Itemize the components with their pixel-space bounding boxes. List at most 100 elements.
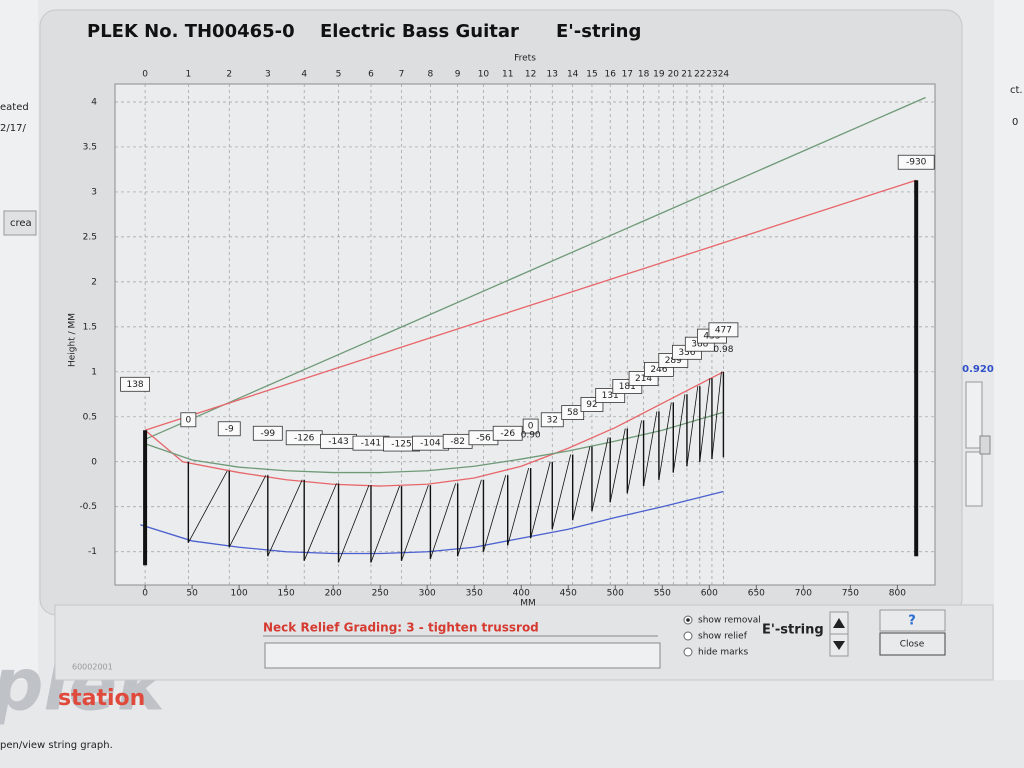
- fret-tick-label: 5: [336, 70, 342, 80]
- removal-label: 246: [650, 365, 667, 375]
- removal-label: 477: [715, 325, 732, 335]
- annotation: 0.98: [713, 345, 733, 355]
- removal-label-box: [492, 425, 523, 441]
- removal-label-box: [217, 421, 241, 437]
- fret-link: [686, 386, 699, 467]
- fret-link: [711, 371, 722, 460]
- x-tick-label: 50: [186, 589, 198, 599]
- fret-tick-label: 1: [185, 70, 191, 80]
- x-tick-label: 150: [278, 589, 295, 599]
- message-box: [264, 642, 661, 669]
- fret-tick-label: 13: [547, 70, 558, 80]
- fret-tick-label: 12: [525, 70, 536, 80]
- top-axis-title: Frets: [514, 54, 536, 64]
- fret-tick-label: 24: [718, 70, 730, 80]
- fret-tick-label: 8: [428, 70, 434, 80]
- code-text: 60002001: [72, 663, 113, 672]
- fret-link: [609, 428, 626, 503]
- back-window-right: [994, 0, 1024, 680]
- x-axis-title: MM: [520, 599, 536, 609]
- x-tick-label: 100: [231, 589, 248, 599]
- x-tick-label: 650: [748, 589, 765, 599]
- back-window-left: [0, 0, 38, 680]
- slider-value: 0.920: [962, 364, 994, 375]
- fret-link: [699, 378, 711, 462]
- back-text: eated: [0, 102, 29, 113]
- y-tick-label: 4: [91, 97, 97, 107]
- fret-tick-label: 3: [265, 70, 271, 80]
- close-button[interactable]: [879, 632, 946, 656]
- fret-tick-label: 21: [681, 70, 692, 80]
- fret-tick-label: 7: [399, 70, 405, 80]
- fret-link: [457, 479, 482, 557]
- nut-label-box: [120, 376, 150, 392]
- fret-link: [430, 483, 457, 560]
- x-tick-label: 200: [325, 589, 342, 599]
- fret-tick-label: 6: [368, 70, 374, 80]
- fret-tick-label: 18: [638, 70, 650, 80]
- removal-label: -143: [328, 437, 348, 447]
- radio[interactable]: [683, 647, 693, 657]
- y-tick-label: 1: [91, 367, 97, 377]
- window-title: Electric Bass Guitar: [320, 21, 519, 42]
- removal-label: -99: [260, 429, 275, 439]
- slider-track[interactable]: [965, 451, 983, 507]
- radio-dot: [686, 618, 690, 622]
- y-tick-label: 0.5: [83, 412, 97, 422]
- back-button[interactable]: [3, 210, 37, 236]
- removal-label: 0: [528, 422, 534, 432]
- removal-label: 289: [665, 356, 682, 366]
- fret-tick-label: 15: [586, 70, 597, 80]
- spin-up-arrow: [833, 618, 845, 628]
- fret-tick-label: 0: [142, 70, 148, 80]
- removal-label: 131: [602, 391, 619, 401]
- fret-tick-label: 2: [226, 70, 232, 80]
- fret-tick-label: 9: [455, 70, 461, 80]
- bridge-label-box: [897, 154, 935, 170]
- radio-label: show relief: [698, 632, 748, 642]
- slider-thumb[interactable]: [979, 435, 991, 455]
- grading-text: Neck Relief Grading: 3 - tighten trussro…: [263, 621, 539, 635]
- window-title: PLEK No. TH00465-0: [87, 21, 295, 42]
- curve: [140, 490, 724, 555]
- radio-label: show removal: [698, 616, 761, 626]
- removal-label: 92: [586, 400, 597, 410]
- plot-area: [114, 83, 936, 586]
- removal-label: 336: [678, 348, 695, 358]
- removal-label: -125: [391, 440, 411, 450]
- fret-link: [228, 475, 267, 548]
- help-button[interactable]: [879, 609, 946, 632]
- fret-tick-label: 22: [694, 70, 705, 80]
- y-tick-label: 0: [91, 457, 97, 467]
- fret-tick-label: 16: [604, 70, 616, 80]
- close-label: Close: [900, 640, 925, 650]
- fret-tick-label: 4: [301, 70, 307, 80]
- curve: [144, 371, 724, 487]
- fret-tick-label: 10: [478, 70, 490, 80]
- fret-link: [626, 420, 642, 494]
- back-text: ct.: [1010, 85, 1023, 96]
- fret-link: [507, 467, 530, 546]
- fret-link: [187, 470, 228, 543]
- back-text: 0: [1012, 117, 1018, 128]
- fret-link: [303, 483, 337, 561]
- removal-label: 32: [547, 415, 558, 425]
- window-title: E'-string: [556, 21, 641, 42]
- fret-link: [672, 394, 686, 473]
- x-tick-label: 250: [372, 589, 389, 599]
- fret-link: [643, 411, 658, 487]
- string-label: E'-string: [762, 623, 824, 638]
- slider-track[interactable]: [965, 381, 983, 449]
- curve: [144, 411, 724, 474]
- fret-link: [338, 485, 370, 563]
- x-tick-label: 500: [607, 589, 624, 599]
- fret-tick-label: 11: [502, 70, 513, 80]
- removal-label: 388: [691, 340, 708, 350]
- fret-link: [530, 461, 551, 539]
- back-text: 2/17/: [0, 123, 26, 134]
- radio[interactable]: [683, 631, 693, 641]
- status-text: pen/view string graph.: [0, 740, 113, 751]
- fret-tick-label: 23: [706, 70, 717, 80]
- fret-link: [572, 446, 591, 521]
- x-tick-label: 750: [842, 589, 859, 599]
